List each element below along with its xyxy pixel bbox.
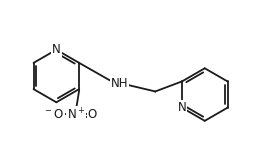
Text: NH: NH (111, 77, 128, 90)
Text: N: N (178, 101, 186, 114)
Text: N$^+$: N$^+$ (67, 107, 85, 122)
Text: O: O (87, 108, 97, 121)
Text: N: N (52, 43, 61, 56)
Text: $^-$O: $^-$O (43, 108, 64, 121)
